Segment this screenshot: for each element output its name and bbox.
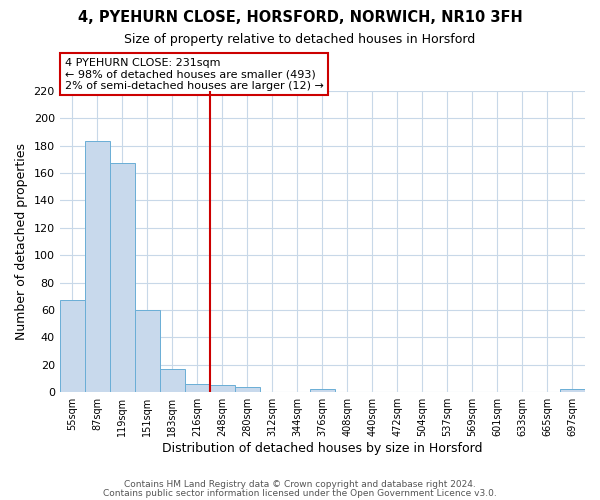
Bar bbox=[210, 386, 235, 392]
Text: Contains public sector information licensed under the Open Government Licence v3: Contains public sector information licen… bbox=[103, 488, 497, 498]
Text: 4 PYEHURN CLOSE: 231sqm
← 98% of detached houses are smaller (493)
2% of semi-de: 4 PYEHURN CLOSE: 231sqm ← 98% of detache… bbox=[65, 58, 324, 90]
Text: 4, PYEHURN CLOSE, HORSFORD, NORWICH, NR10 3FH: 4, PYEHURN CLOSE, HORSFORD, NORWICH, NR1… bbox=[77, 10, 523, 25]
Bar bbox=[235, 386, 260, 392]
Text: Size of property relative to detached houses in Horsford: Size of property relative to detached ho… bbox=[124, 32, 476, 46]
Text: Contains HM Land Registry data © Crown copyright and database right 2024.: Contains HM Land Registry data © Crown c… bbox=[124, 480, 476, 489]
Bar bbox=[560, 390, 585, 392]
X-axis label: Distribution of detached houses by size in Horsford: Distribution of detached houses by size … bbox=[162, 442, 482, 455]
Bar bbox=[110, 164, 135, 392]
Bar bbox=[135, 310, 160, 392]
Bar bbox=[185, 384, 210, 392]
Y-axis label: Number of detached properties: Number of detached properties bbox=[15, 143, 28, 340]
Bar bbox=[59, 300, 85, 392]
Bar bbox=[160, 369, 185, 392]
Bar bbox=[85, 142, 110, 392]
Bar bbox=[310, 390, 335, 392]
